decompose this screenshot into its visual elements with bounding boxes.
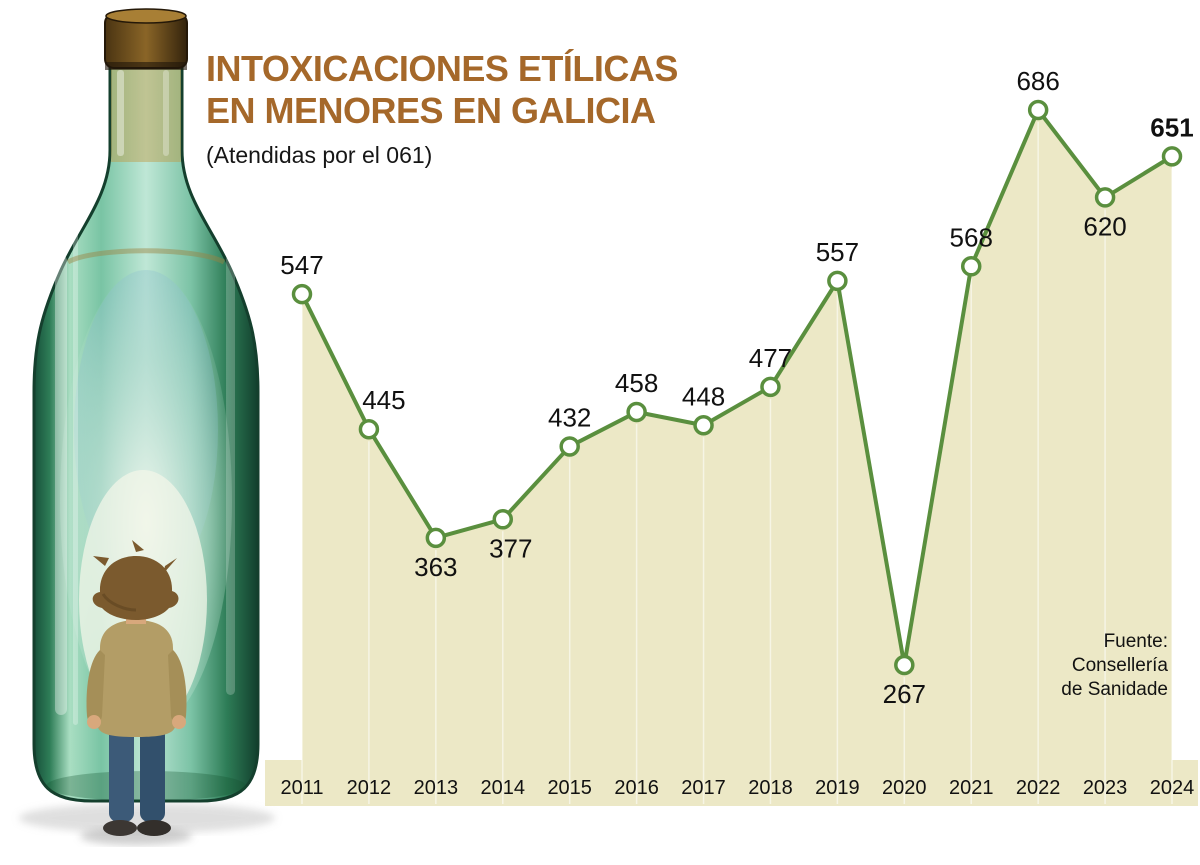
data-point-marker: [492, 509, 514, 530]
data-point-marker: [1094, 187, 1116, 208]
source-line-1: Fuente:: [1103, 631, 1168, 652]
title-block: INTOXICACIONES ETÍLICAS EN MENORES EN GA…: [206, 48, 866, 169]
child-figure: [80, 540, 192, 845]
x-tick-label: 2014: [481, 777, 526, 799]
chart-title: INTOXICACIONES ETÍLICAS EN MENORES EN GA…: [206, 48, 866, 132]
data-point-marker: [1027, 99, 1049, 121]
value-label: 267: [883, 679, 926, 709]
value-label: 458: [615, 368, 658, 398]
x-tick-label: 2013: [414, 777, 459, 799]
bottle-glass: [32, 22, 260, 803]
x-tick-label: 2023: [1083, 777, 1128, 799]
x-tick-label: 2019: [815, 777, 860, 799]
value-label: 547: [280, 250, 323, 280]
data-point-marker: [626, 401, 647, 423]
x-tick-label: 2011: [280, 777, 323, 799]
x-tick-label: 2015: [547, 777, 592, 799]
x-tick-label: 2021: [949, 777, 994, 799]
area-fill: [302, 110, 1172, 806]
value-label: 377: [489, 533, 532, 563]
value-label: 568: [950, 222, 993, 252]
data-point-marker: [1161, 146, 1183, 167]
value-label: 651: [1150, 112, 1193, 142]
value-label: 445: [362, 385, 405, 415]
bottle-cap: [104, 8, 188, 70]
bottle-child-illustration: [19, 8, 275, 845]
x-tick-label: 2012: [347, 777, 392, 799]
x-tick-label: 2020: [882, 777, 927, 799]
value-label: 686: [1016, 66, 1059, 96]
data-point-marker: [291, 283, 313, 305]
x-tick-label: 2018: [748, 777, 793, 799]
x-tick-label: 2017: [681, 777, 726, 799]
value-label: 477: [749, 343, 792, 373]
title-line-1: INTOXICACIONES ETÍLICAS: [206, 48, 678, 89]
data-point-marker: [425, 527, 447, 549]
data-point-marker: [760, 376, 781, 398]
data-point-marker: [960, 256, 982, 277]
value-label: 432: [548, 402, 591, 432]
title-line-2: EN MENORES EN GALICIA: [206, 89, 656, 131]
value-label: 620: [1083, 211, 1126, 241]
source-note: Fuente: Consellería de Sanidade: [1061, 630, 1168, 701]
data-point-marker: [827, 270, 848, 292]
trend-line: [300, 108, 1174, 667]
data-point-marker: [559, 436, 580, 457]
value-label: 363: [414, 552, 457, 582]
data-point-marker: [693, 415, 714, 436]
data-point-marker: [358, 418, 380, 440]
chart-subtitle: (Atendidas por el 061): [206, 141, 433, 168]
x-tick-label: 2022: [1016, 777, 1061, 799]
data-point-marker: [894, 654, 915, 676]
source-line-2: Consellería: [1071, 654, 1168, 676]
value-label: 557: [816, 237, 859, 267]
x-tick-label: 2016: [614, 777, 659, 799]
value-label: 448: [682, 381, 725, 411]
x-tick-label: 2024: [1150, 777, 1195, 799]
source-line-3: de Sanidade: [1061, 678, 1168, 700]
